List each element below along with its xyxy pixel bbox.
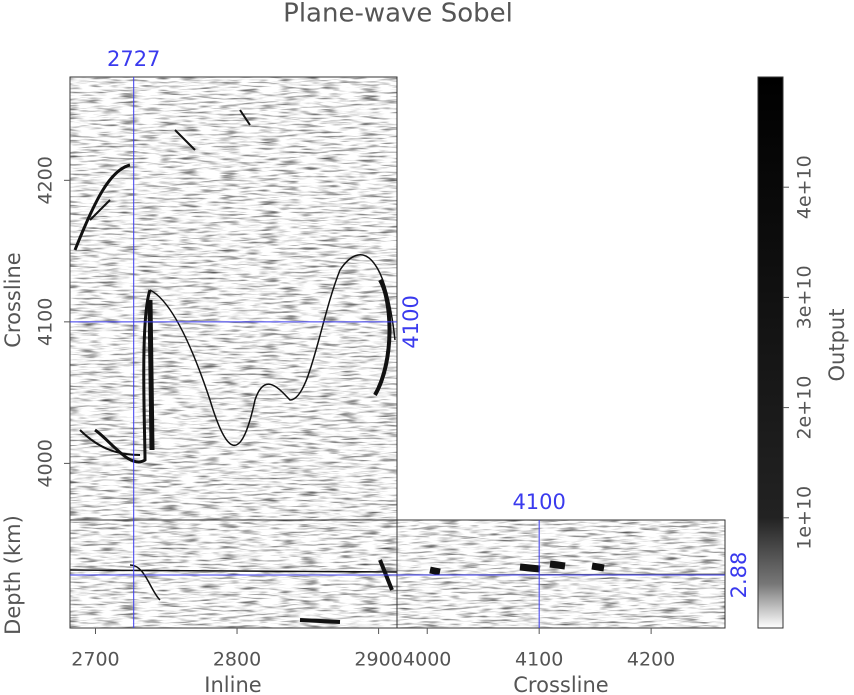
y-tick-label: 4200	[35, 156, 57, 204]
x2-tick-label: 4200	[627, 649, 675, 671]
x2-tick-label: 4100	[515, 649, 563, 671]
z-axis-label: Depth (km)	[1, 515, 25, 635]
x-tick-label: 2700	[71, 649, 119, 671]
colorbar-tick-label: 1e+10	[794, 486, 816, 550]
depth-slice-label: 2.88	[727, 552, 751, 599]
x-tick-label: 2900	[354, 649, 402, 671]
x2-tick-label: 4000	[403, 649, 451, 671]
y-tick-label: 4000	[35, 439, 57, 487]
colorbar-label: Output	[825, 309, 849, 382]
colorbar	[757, 76, 784, 629]
colorbar-tick-label: 2e+10	[794, 376, 816, 440]
chart-title: Plane-wave Sobel	[283, 0, 513, 29]
crossline-slice-label: 4100	[399, 295, 423, 348]
x-axis-label: Inline	[204, 673, 261, 695]
x2-axis-label: Crossline	[513, 673, 608, 695]
y-tick-label: 4100	[35, 298, 57, 346]
reflectors	[69, 109, 726, 624]
seismic-image	[69, 76, 726, 629]
y-axis-label: Crossline	[1, 252, 25, 347]
inline-slice-label: 2727	[107, 47, 160, 71]
colorbar-tick-label: 3e+10	[794, 265, 816, 329]
colorbar-tick-label: 4e+10	[794, 155, 816, 219]
texture	[70, 77, 397, 628]
panel-frames	[69, 76, 726, 629]
x-tick-label: 2800	[213, 649, 261, 671]
crossline-slice-label: 4100	[512, 490, 565, 514]
